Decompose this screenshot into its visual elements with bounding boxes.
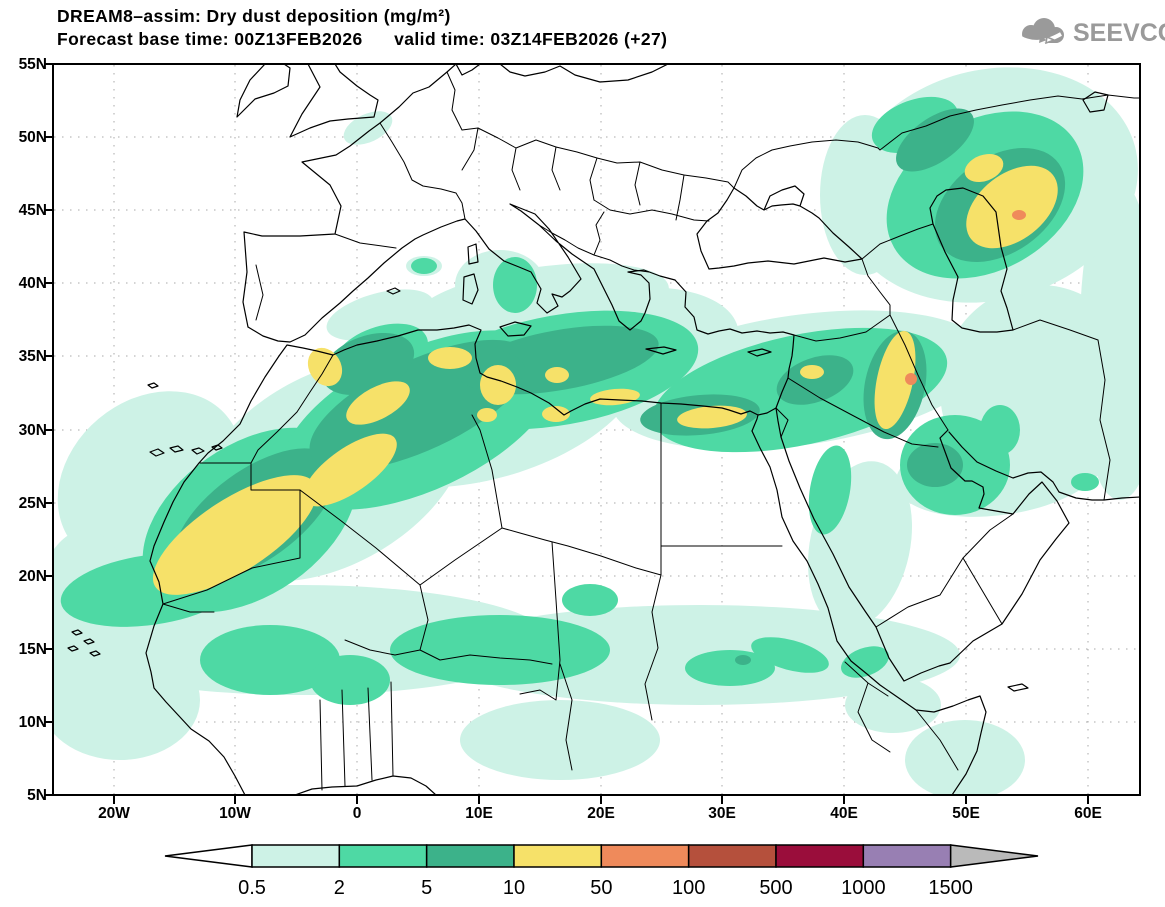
colorbar-tick-label: 500 xyxy=(759,877,792,899)
map-subtitle: Forecast base time: 00Z13FEB2026 valid t… xyxy=(57,29,668,49)
country-borders xyxy=(162,71,1139,791)
lon-label: 20W xyxy=(98,805,130,822)
lat-label: 10N xyxy=(19,714,47,731)
seevccc-logo: SEEVCCC xyxy=(1015,16,1165,50)
colorbar-segment xyxy=(251,844,341,868)
colorbar-segment xyxy=(513,844,603,868)
lon-label: 10W xyxy=(219,805,251,822)
lat-label: 30N xyxy=(19,422,47,439)
lon-label: 20E xyxy=(587,805,615,822)
lat-label: 50N xyxy=(19,129,47,146)
lon-label: 0 xyxy=(353,805,362,822)
lat-axis-labels: 55N 50N 45N 40N 35N 30N 25N 20N 15N 10N … xyxy=(19,56,47,804)
colorbar-segment xyxy=(862,844,952,868)
colorbar-tick-label: 1000 xyxy=(841,877,886,899)
lat-label: 40N xyxy=(19,275,47,292)
lon-axis-labels: 20W 10W 0 10E 20E 30E 40E 50E 60E xyxy=(98,805,1102,822)
color-scale-legend: 0.5 2 5 10 50 100 500 1000 1500 xyxy=(164,844,1039,899)
cloud-logo-icon xyxy=(1017,18,1064,45)
logo-text: SEEVCCC xyxy=(1073,18,1165,47)
lon-label: 10E xyxy=(465,805,493,822)
coastlines xyxy=(67,65,1139,794)
lat-label: 25N xyxy=(19,495,47,512)
colorbar-segment xyxy=(338,844,428,868)
colorbar-tick-label: 1500 xyxy=(928,877,973,899)
axis-ticks xyxy=(44,63,1089,804)
colorbar-tick-label: 0.5 xyxy=(238,877,266,899)
lon-label: 50E xyxy=(952,805,980,822)
colorbar-segment xyxy=(600,844,690,868)
colorbar-segment xyxy=(775,844,865,868)
map-title: DREAM8–assim: Dry dust deposition (mg/m²… xyxy=(57,6,451,26)
colorbar-tick-label: 100 xyxy=(672,877,705,899)
lat-label: 45N xyxy=(19,202,47,219)
colorbar-tick-label: 2 xyxy=(334,877,345,899)
lon-label: 30E xyxy=(708,805,736,822)
dust-level-10-50 xyxy=(152,153,1058,595)
dust-level-50-100 xyxy=(905,210,1026,385)
lat-label: 55N xyxy=(19,56,47,73)
lat-label: 5N xyxy=(27,787,47,804)
colorbar-tick-label: 5 xyxy=(421,877,432,899)
lon-label: 40E xyxy=(830,805,858,822)
lat-label: 35N xyxy=(19,348,47,365)
colorbar-above-max-arrow xyxy=(949,844,1039,868)
colorbar-tick-label: 10 xyxy=(503,877,525,899)
lon-label: 60E xyxy=(1074,805,1102,822)
lat-label: 15N xyxy=(19,641,47,658)
colorbar-segment xyxy=(425,844,515,868)
colorbar-segment xyxy=(687,844,777,868)
lat-label: 20N xyxy=(19,568,47,585)
colorbar-below-min-arrow xyxy=(164,844,253,868)
colorbar-tick-label: 50 xyxy=(590,877,612,899)
